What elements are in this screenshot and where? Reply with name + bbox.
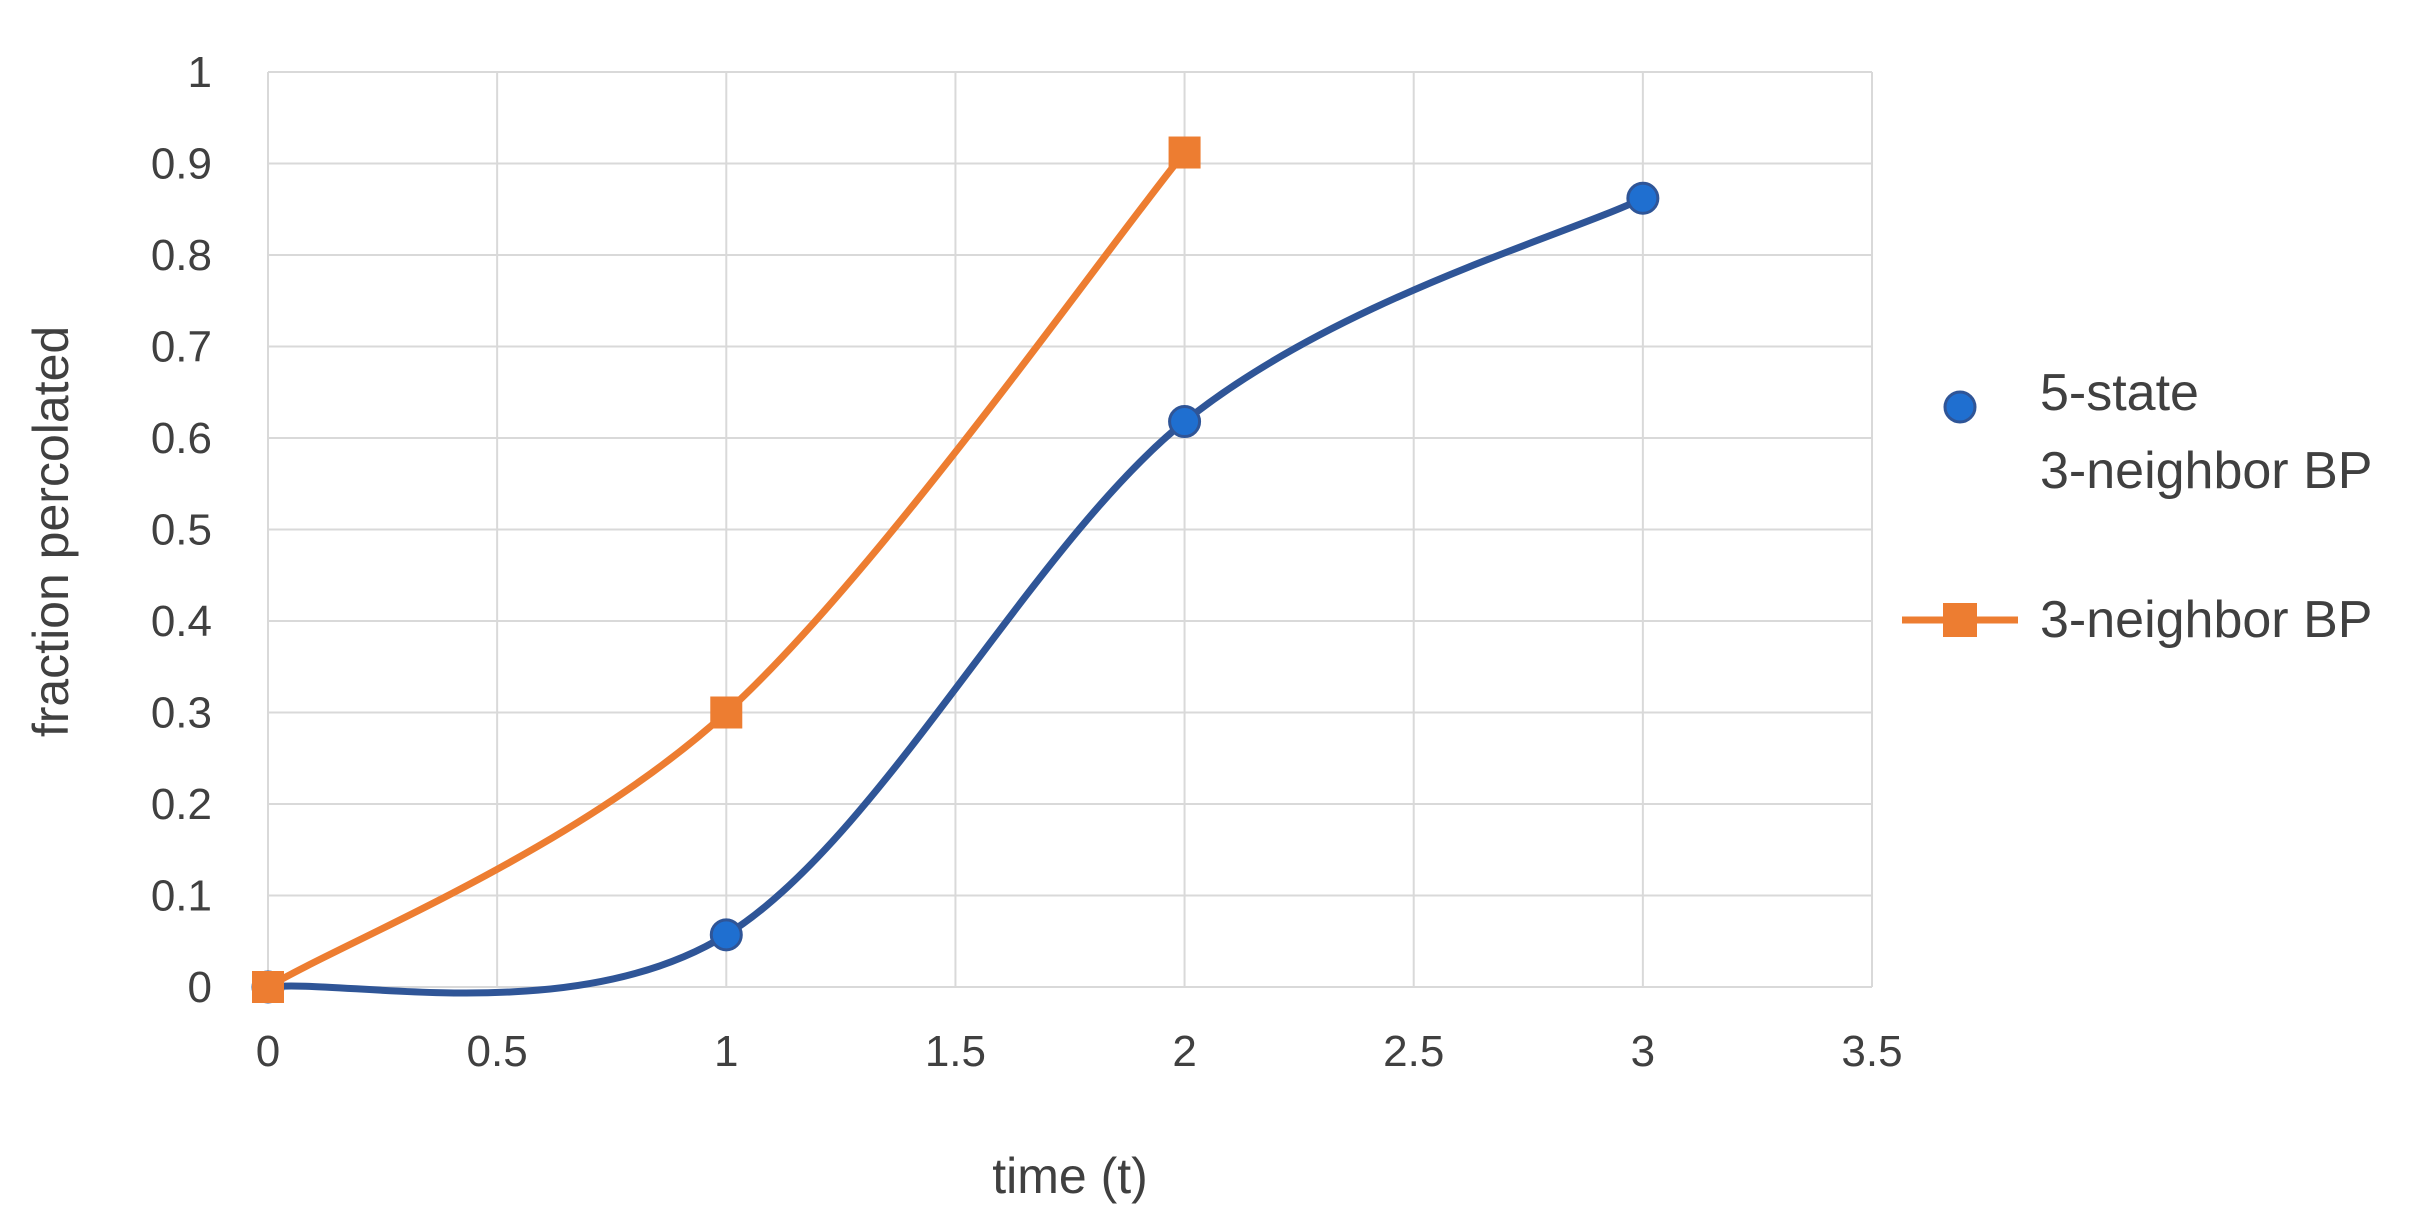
data-point xyxy=(710,696,743,729)
legend-label: 3-neighbor BP xyxy=(2040,442,2372,500)
y-tick-label: 0.8 xyxy=(151,231,212,280)
y-tick-label: 0 xyxy=(188,963,212,1012)
data-point xyxy=(1168,136,1201,169)
grid xyxy=(267,71,1873,988)
y-tick-label: 0.7 xyxy=(151,323,212,372)
data-point xyxy=(1168,405,1202,439)
y-tick-label: 1 xyxy=(188,48,212,97)
y-tick-label: 0.6 xyxy=(151,414,212,463)
x-tick-label: 0 xyxy=(256,1027,280,1076)
y-tick-label: 0.1 xyxy=(151,872,212,921)
x-axis-ticks: 0 0.5 1 1.5 2 2.5 3 3.5 xyxy=(256,1027,1903,1076)
legend-item-2: 3-neighbor BP xyxy=(1902,591,2372,649)
y-tick-label: 0.3 xyxy=(151,689,212,738)
legend-marker-square xyxy=(1943,603,1977,637)
legend: 5-state 3-neighbor BP 3-neighbor BP xyxy=(1902,364,2372,649)
x-tick-label: 1 xyxy=(714,1027,738,1076)
y-tick-label: 0.9 xyxy=(151,140,212,189)
series-2 xyxy=(252,136,1201,1003)
y-axis-title: fraction percolated xyxy=(23,326,79,737)
x-axis-title: time (t) xyxy=(992,1148,1148,1204)
x-tick-label: 2.5 xyxy=(1383,1027,1444,1076)
legend-item-1: 5-state 3-neighbor BP xyxy=(1943,364,2372,500)
data-point xyxy=(709,918,743,952)
series-1-line xyxy=(264,194,1647,997)
x-tick-label: 3.5 xyxy=(1841,1027,1902,1076)
legend-label: 3-neighbor BP xyxy=(2040,591,2372,649)
y-tick-label: 0.4 xyxy=(151,597,212,646)
legend-marker-circle xyxy=(1943,390,1977,424)
series xyxy=(251,136,1660,1004)
x-tick-label: 3 xyxy=(1631,1027,1655,1076)
y-tick-label: 0.5 xyxy=(151,506,212,555)
y-tick-label: 0.2 xyxy=(151,780,212,829)
x-tick-label: 0.5 xyxy=(467,1027,528,1076)
x-tick-label: 2 xyxy=(1172,1027,1196,1076)
legend-label: 5-state xyxy=(2040,364,2199,422)
data-point xyxy=(252,971,284,1003)
data-point xyxy=(1626,181,1660,215)
y-axis-ticks: 0 0.1 0.2 0.3 0.4 0.5 0.6 0.7 0.8 0.9 1 xyxy=(151,48,212,1012)
x-tick-label: 1.5 xyxy=(925,1027,986,1076)
